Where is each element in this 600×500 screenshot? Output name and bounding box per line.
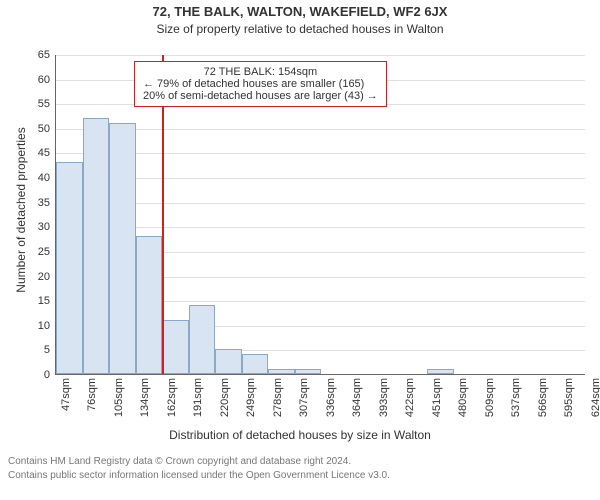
annotation-line-3: 20% of semi-detached houses are larger (… [143,90,378,102]
histogram-bar [427,369,454,374]
x-tick-label: 595sqm [564,378,576,417]
x-tick-label: 134sqm [140,378,152,417]
annotation-box: 72 THE BALK: 154sqm ← 79% of detached ho… [134,61,387,107]
x-tick-label: 47sqm [60,378,72,411]
y-tick-label: 10 [38,320,56,332]
x-tick-label: 220sqm [219,378,231,417]
histogram-bar [268,369,295,374]
chart-subtitle: Size of property relative to detached ho… [0,22,600,36]
x-tick-label: 422sqm [405,378,417,417]
x-tick-label: 364sqm [352,378,364,417]
x-tick-label: 162sqm [166,378,178,417]
y-tick-label: 5 [44,344,56,356]
x-tick-label: 307sqm [299,378,311,417]
histogram-bar [295,369,322,374]
histogram-bar [83,118,110,374]
y-tick-label: 50 [38,123,56,135]
x-axis-label: Distribution of detached houses by size … [0,428,600,442]
x-tick-label: 76sqm [87,378,99,411]
x-tick-label: 278sqm [272,378,284,417]
y-tick-label: 60 [38,74,56,86]
histogram-bar [215,349,242,374]
histogram-bar [162,320,189,374]
y-tick-label: 20 [38,271,56,283]
x-tick-label: 249sqm [246,378,258,417]
histogram-bar [242,354,269,374]
grid-line [56,55,585,56]
chart-title: 72, THE BALK, WALTON, WAKEFIELD, WF2 6JX [0,4,600,19]
x-tick-label: 451sqm [431,378,443,417]
x-tick-label: 509sqm [484,378,496,417]
chart-container: 72, THE BALK, WALTON, WAKEFIELD, WF2 6JX… [0,0,600,500]
histogram-bar [136,236,163,374]
y-tick-label: 30 [38,221,56,233]
y-tick-label: 55 [38,98,56,110]
y-tick-label: 45 [38,147,56,159]
y-tick-label: 40 [38,172,56,184]
x-tick-label: 566sqm [537,378,549,417]
histogram-bar [56,162,83,374]
x-tick-label: 537sqm [511,378,523,417]
x-tick-label: 336sqm [325,378,337,417]
x-tick-label: 105sqm [113,378,125,417]
annotation-line-1: 72 THE BALK: 154sqm [143,66,378,78]
x-tick-label: 191sqm [193,378,205,417]
x-tick-label: 393sqm [378,378,390,417]
plot-area: 0510152025303540455055606547sqm76sqm105s… [55,55,585,375]
x-tick-label: 480sqm [458,378,470,417]
y-tick-label: 15 [38,295,56,307]
y-tick-label: 65 [38,49,56,61]
x-tick-label: 624sqm [590,378,600,417]
footer-line-2: Contains public sector information licen… [8,470,390,481]
y-tick-label: 35 [38,197,56,209]
annotation-line-2: ← 79% of detached houses are smaller (16… [143,78,378,90]
y-axis-label: Number of detached properties [14,60,28,360]
y-tick-label: 0 [44,369,56,381]
footer-line-1: Contains HM Land Registry data © Crown c… [8,456,351,467]
histogram-bar [109,123,136,374]
histogram-bar [189,305,216,374]
y-tick-label: 25 [38,246,56,258]
